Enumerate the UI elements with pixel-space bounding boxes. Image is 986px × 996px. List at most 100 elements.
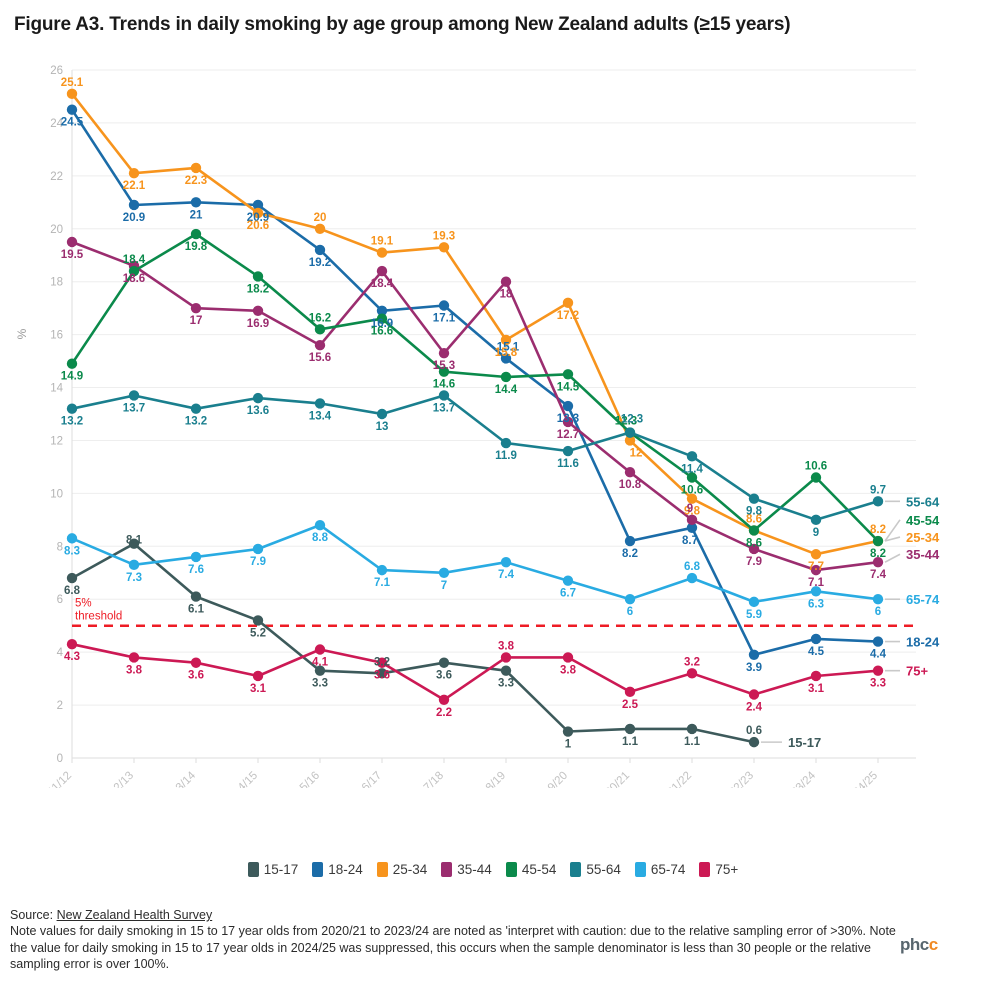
data-point[interactable] (190, 197, 202, 208)
data-point[interactable] (66, 358, 78, 369)
data-point[interactable] (376, 265, 388, 277)
data-point[interactable] (500, 334, 512, 346)
data-point[interactable] (624, 594, 636, 605)
data-point[interactable] (252, 207, 264, 219)
data-point[interactable] (624, 723, 636, 735)
data-point[interactable] (438, 242, 450, 253)
data-point[interactable] (438, 390, 450, 401)
data-point[interactable] (376, 313, 388, 324)
data-point[interactable] (190, 302, 202, 314)
data-point[interactable] (376, 668, 388, 679)
source-link[interactable]: New Zealand Health Survey (56, 908, 213, 922)
data-point[interactable] (748, 543, 760, 555)
data-point[interactable] (562, 575, 574, 586)
data-point[interactable] (438, 657, 450, 668)
data-point[interactable] (190, 162, 202, 174)
data-point[interactable] (748, 596, 760, 608)
data-point[interactable] (562, 416, 574, 428)
data-point[interactable] (66, 639, 78, 650)
data-point[interactable] (128, 538, 140, 549)
data-point[interactable] (314, 324, 326, 335)
data-point[interactable] (66, 88, 78, 100)
data-point[interactable] (686, 451, 698, 462)
legend-item-15-17[interactable]: 15-17 (247, 862, 298, 877)
data-point[interactable] (66, 104, 78, 115)
data-point[interactable] (314, 519, 326, 531)
data-point[interactable] (624, 435, 636, 446)
legend-item-65-74[interactable]: 65-74 (634, 862, 685, 877)
data-point[interactable] (438, 347, 450, 359)
data-point[interactable] (562, 400, 574, 412)
data-point[interactable] (66, 572, 78, 584)
data-point[interactable] (500, 276, 512, 287)
data-point[interactable] (810, 564, 822, 576)
data-point[interactable] (624, 535, 636, 547)
data-point[interactable] (128, 559, 140, 571)
data-point[interactable] (314, 665, 326, 676)
data-point[interactable] (128, 168, 140, 179)
data-point[interactable] (500, 556, 512, 568)
data-point[interactable] (190, 591, 202, 602)
data-point[interactable] (748, 649, 760, 660)
data-point[interactable] (686, 572, 698, 584)
data-point[interactable] (376, 564, 388, 576)
data-point[interactable] (872, 535, 884, 547)
data-point[interactable] (500, 371, 512, 383)
data-point[interactable] (376, 247, 388, 258)
legend-item-75plus[interactable]: 75+ (699, 862, 738, 877)
data-point[interactable] (66, 236, 78, 248)
data-point[interactable] (190, 657, 202, 668)
data-point[interactable] (810, 514, 822, 526)
data-point[interactable] (810, 472, 822, 483)
legend-item-35-44[interactable]: 35-44 (441, 862, 492, 877)
data-point[interactable] (190, 228, 202, 240)
data-point[interactable] (872, 556, 884, 568)
data-point[interactable] (562, 369, 574, 380)
data-point[interactable] (686, 514, 698, 526)
data-point[interactable] (438, 300, 450, 311)
data-point[interactable] (376, 305, 388, 316)
data-point[interactable] (872, 496, 884, 507)
data-point[interactable] (810, 586, 822, 597)
data-point[interactable] (252, 615, 264, 626)
data-point[interactable] (314, 244, 326, 256)
data-point[interactable] (500, 652, 512, 663)
data-point[interactable] (872, 636, 884, 647)
legend-item-55-64[interactable]: 55-64 (570, 862, 621, 877)
data-point[interactable] (128, 390, 140, 401)
data-point[interactable] (252, 199, 264, 211)
data-point[interactable] (438, 366, 450, 377)
data-point[interactable] (686, 723, 698, 735)
data-point[interactable] (500, 353, 512, 364)
data-point[interactable] (748, 493, 760, 504)
data-point[interactable] (314, 398, 326, 409)
data-point[interactable] (66, 403, 78, 414)
data-point[interactable] (748, 525, 760, 536)
data-point[interactable] (252, 392, 264, 404)
data-point[interactable] (686, 522, 698, 533)
legend-item-45-54[interactable]: 45-54 (505, 862, 556, 877)
data-point[interactable] (376, 657, 388, 668)
data-point[interactable] (748, 736, 760, 748)
data-point[interactable] (438, 567, 450, 578)
data-point[interactable] (562, 445, 574, 457)
data-point[interactable] (190, 403, 202, 414)
data-point[interactable] (624, 686, 636, 698)
data-point[interactable] (748, 689, 760, 700)
data-point[interactable] (314, 223, 326, 234)
data-point[interactable] (190, 551, 202, 563)
data-point[interactable] (872, 665, 884, 676)
data-point[interactable] (128, 199, 140, 211)
data-point[interactable] (810, 633, 822, 645)
data-point[interactable] (872, 594, 884, 605)
data-point[interactable] (128, 652, 140, 663)
data-point[interactable] (624, 427, 636, 438)
data-point[interactable] (252, 305, 264, 316)
data-point[interactable] (500, 437, 512, 449)
data-point[interactable] (624, 467, 636, 478)
data-point[interactable] (686, 668, 698, 679)
data-point[interactable] (500, 665, 512, 676)
data-point[interactable] (128, 265, 140, 277)
data-point[interactable] (314, 644, 326, 655)
legend-item-18-24[interactable]: 18-24 (312, 862, 363, 877)
